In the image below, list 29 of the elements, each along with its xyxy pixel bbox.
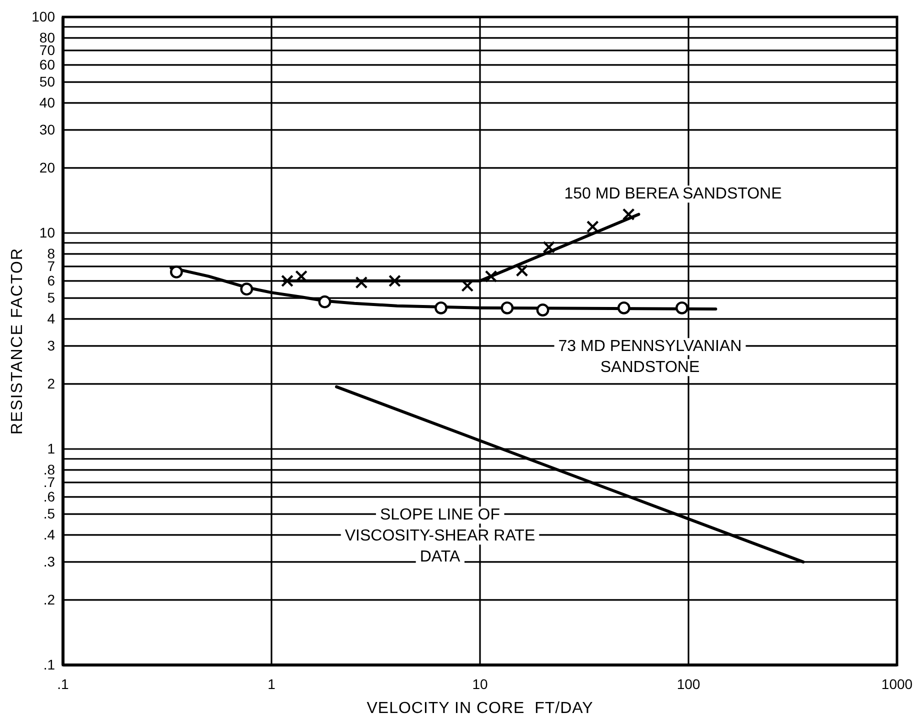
y-axis-title: RESISTANCE FACTOR: [9, 247, 26, 435]
x-tick-label: 10: [472, 676, 488, 692]
y-tick-label: .6: [43, 488, 56, 504]
y-tick-label: 40: [39, 94, 56, 110]
y-tick-label: 10: [39, 224, 56, 240]
y-tick-label: 3: [47, 337, 56, 354]
y-tick-label: 4: [47, 310, 56, 326]
annotation: SLOPE LINE OF VISCOSITY-SHEAR RATE DATA: [344, 506, 536, 566]
annotation: 150 MD BEREA SANDSTONE: [564, 186, 782, 203]
y-tick-label: 2: [47, 375, 56, 392]
x-axis-title: VELOCITY IN CORE FT/DAY: [366, 700, 594, 717]
y-tick-label: .3: [43, 553, 56, 570]
y-tick-label: .4: [43, 526, 56, 542]
y-tick-label: .1: [43, 656, 56, 672]
y-tick-label: 100: [32, 8, 56, 24]
y-tick-label: 50: [39, 74, 56, 90]
y-tick-label: 6: [47, 272, 56, 288]
x-tick-label: 1000: [881, 676, 913, 692]
y-tick-label: 20: [39, 159, 56, 176]
y-tick-label: .5: [43, 506, 56, 522]
x-tick-label: .1: [57, 676, 70, 692]
y-tick-label: 1: [47, 440, 56, 456]
y-tick-label: 60: [39, 56, 56, 72]
y-tick-label: .2: [43, 591, 56, 608]
annotation: 73 MD PENNSYLVANIAN SANDSTONE: [558, 338, 742, 376]
y-tick-label: 5: [47, 290, 56, 306]
y-tick-label: 30: [39, 121, 56, 138]
x-tick-label: 100: [676, 676, 700, 692]
x-tick-label: 1: [268, 676, 276, 692]
